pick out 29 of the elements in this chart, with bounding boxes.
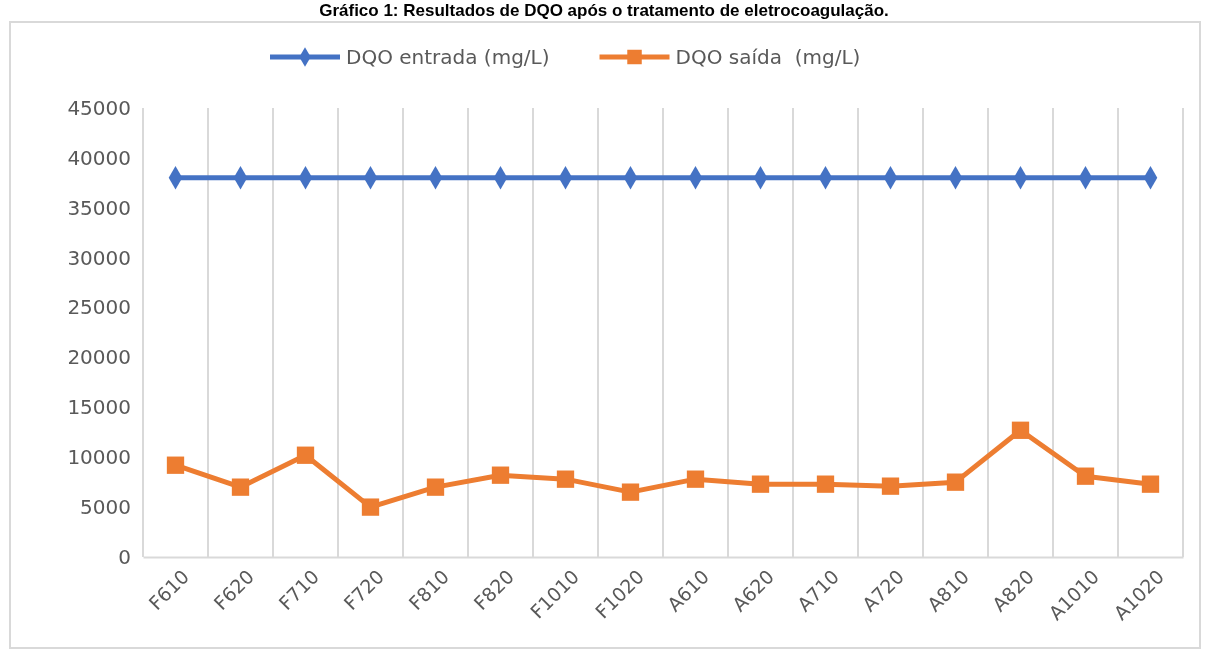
point [1141,475,1160,493]
y-tick-label: 25000 [67,295,131,320]
y-tick-label: 40000 [67,145,131,170]
y-tick-label: 15000 [67,395,131,420]
point [946,473,965,491]
legend-label: DQO entrada (mg/L) [346,45,550,69]
y-tick-label: 45000 [67,95,131,120]
point [361,498,380,516]
point [881,477,900,495]
point [1011,421,1030,439]
legend-label: DQO saída (mg/L) [675,45,861,69]
y-tick-label: 5000 [80,495,131,520]
point [751,475,770,493]
point [556,470,575,488]
point [686,470,705,488]
point [621,483,640,501]
point [231,478,250,496]
point [296,446,315,464]
point [491,466,510,484]
chart-title: Gráfico 1: Resultados de DQO após o tratamento de eletrocoagulação. [319,1,889,20]
point [816,475,835,493]
y-tick-label: 20000 [67,345,131,370]
point [426,478,445,496]
point [1076,467,1095,485]
y-tick-label: 10000 [67,445,131,470]
y-tick-label: 30000 [67,245,131,270]
y-tick-label: 35000 [67,195,131,220]
point [166,456,185,474]
y-tick-label: 0 [118,544,131,569]
